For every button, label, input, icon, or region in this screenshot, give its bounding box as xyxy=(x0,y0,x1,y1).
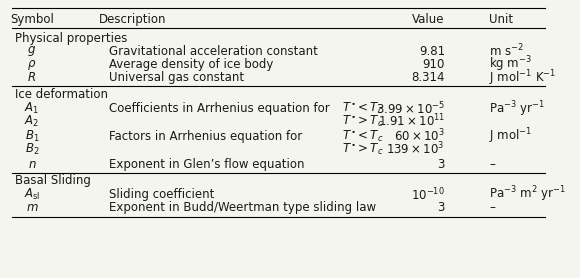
Text: J mol$^{-1}$ K$^{-1}$: J mol$^{-1}$ K$^{-1}$ xyxy=(490,68,556,88)
Text: J mol$^{-1}$: J mol$^{-1}$ xyxy=(490,126,532,146)
Text: Exponent in Glen’s flow equation: Exponent in Glen’s flow equation xyxy=(110,158,305,171)
Text: $T^{\bullet} < T_c$: $T^{\bullet} < T_c$ xyxy=(342,101,384,116)
Text: Basal Sliding: Basal Sliding xyxy=(15,174,91,187)
Text: –: – xyxy=(490,201,495,214)
Text: Average density of ice body: Average density of ice body xyxy=(110,58,274,71)
Text: $139 \times 10^{3}$: $139 \times 10^{3}$ xyxy=(386,141,445,158)
Text: Ice deformation: Ice deformation xyxy=(15,88,108,101)
Text: kg m$^{-3}$: kg m$^{-3}$ xyxy=(490,55,532,75)
Text: Universal gas constant: Universal gas constant xyxy=(110,71,245,85)
Text: $B_1$: $B_1$ xyxy=(24,129,39,144)
Text: 910: 910 xyxy=(422,58,445,71)
Text: Exponent in Budd/Weertman type sliding law: Exponent in Budd/Weertman type sliding l… xyxy=(110,201,376,214)
Text: Symbol: Symbol xyxy=(10,13,54,26)
Text: 3: 3 xyxy=(437,201,445,214)
Text: Value: Value xyxy=(412,13,445,26)
Text: $B_2$: $B_2$ xyxy=(24,142,39,157)
Text: Sliding coefficient: Sliding coefficient xyxy=(110,188,215,201)
Text: m s$^{-2}$: m s$^{-2}$ xyxy=(490,43,524,60)
Text: –: – xyxy=(490,158,495,171)
Text: 9.81: 9.81 xyxy=(419,45,445,58)
Text: $\rho$: $\rho$ xyxy=(27,58,37,72)
Text: $m$: $m$ xyxy=(26,201,38,214)
Text: Description: Description xyxy=(99,13,166,26)
Text: $g$: $g$ xyxy=(27,44,37,58)
Text: Pa$^{-3}$ m$^{2}$ yr$^{-1}$: Pa$^{-3}$ m$^{2}$ yr$^{-1}$ xyxy=(490,185,566,204)
Text: $3.99 \times 10^{-5}$: $3.99 \times 10^{-5}$ xyxy=(376,100,445,117)
Text: $n$: $n$ xyxy=(28,158,36,171)
Text: Gravitational acceleration constant: Gravitational acceleration constant xyxy=(110,45,318,58)
Text: $T^{\bullet} > T_c$: $T^{\bullet} > T_c$ xyxy=(342,113,384,129)
Text: Physical properties: Physical properties xyxy=(15,32,128,45)
Text: 3: 3 xyxy=(437,158,445,171)
Text: $A_2$: $A_2$ xyxy=(24,113,39,129)
Text: Unit: Unit xyxy=(490,13,513,26)
Text: $1.91 \times 10^{11}$: $1.91 \times 10^{11}$ xyxy=(378,113,445,130)
Text: $10^{-10}$: $10^{-10}$ xyxy=(411,186,445,203)
Text: Coefficients in Arrhenius equation for: Coefficients in Arrhenius equation for xyxy=(110,102,330,115)
Text: $A_1$: $A_1$ xyxy=(24,101,39,116)
Text: $T^{\bullet} > T_c$: $T^{\bullet} > T_c$ xyxy=(342,142,384,157)
Text: $T^{\bullet} < T_c$: $T^{\bullet} < T_c$ xyxy=(342,129,384,144)
Text: $A_{\mathrm{sl}}$: $A_{\mathrm{sl}}$ xyxy=(24,187,40,202)
Text: Pa$^{-3}$ yr$^{-1}$: Pa$^{-3}$ yr$^{-1}$ xyxy=(490,99,545,118)
Text: $R$: $R$ xyxy=(27,71,37,85)
Text: 8.314: 8.314 xyxy=(411,71,445,85)
Text: Factors in Arrhenius equation for: Factors in Arrhenius equation for xyxy=(110,130,303,143)
Text: $60 \times 10^{3}$: $60 \times 10^{3}$ xyxy=(394,128,445,145)
